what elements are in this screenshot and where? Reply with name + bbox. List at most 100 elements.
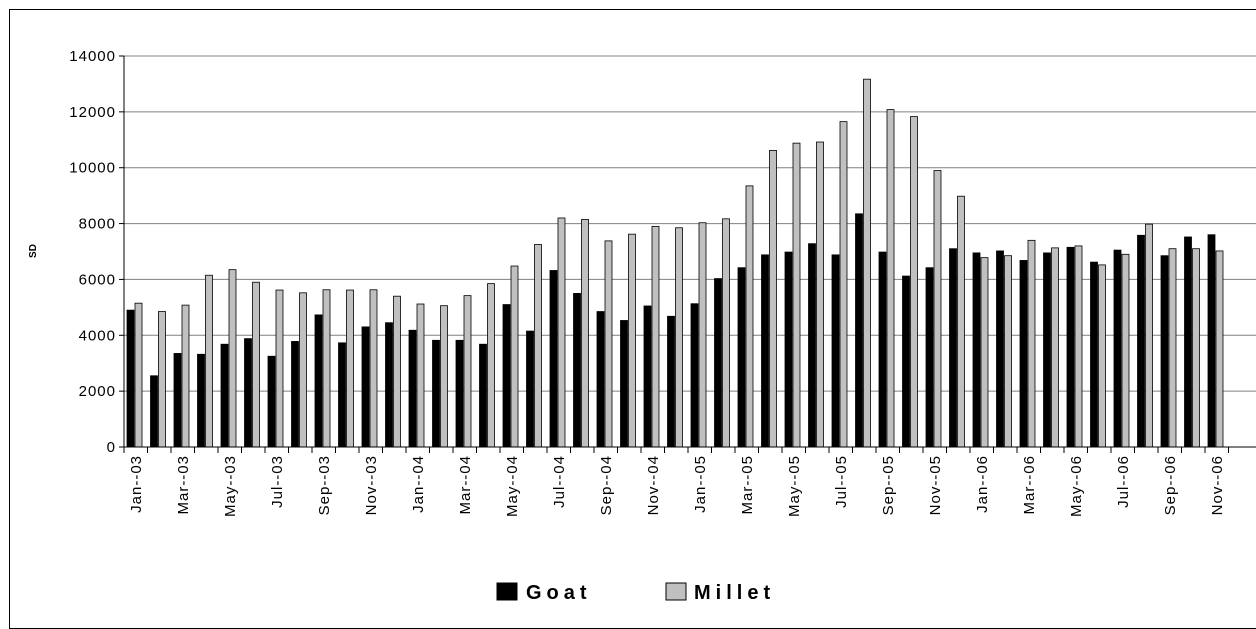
x-tick-label: Nov--06: [1209, 455, 1226, 515]
bar-goat: [1113, 249, 1122, 448]
bar-goat: [972, 252, 981, 448]
bar-goat: [902, 275, 910, 448]
bar-goat: [1184, 236, 1192, 448]
bar-millet: [1027, 239, 1036, 448]
bar-goat: [761, 254, 769, 448]
bar-millet: [839, 121, 848, 448]
y-tick-label: 4000: [79, 327, 116, 344]
bar-goat: [831, 254, 840, 448]
bar-goat: [878, 251, 887, 448]
y-tick-label: 10000: [69, 160, 116, 177]
x-tick-label: Nov--03: [363, 455, 380, 515]
y-tick-label: 2000: [79, 383, 116, 400]
x-tick-label: Sep--04: [598, 455, 615, 515]
axes: [123, 56, 1256, 448]
bar-goat: [455, 339, 464, 448]
bar-millet: [722, 218, 730, 448]
bar-millet: [1004, 255, 1012, 448]
y-tick-label: 8000: [79, 216, 116, 233]
bar-millet: [205, 274, 213, 448]
bar-goat: [737, 267, 746, 448]
bar-millet: [1145, 223, 1153, 448]
legend-swatch-millet: [665, 582, 687, 601]
bar-millet: [393, 295, 401, 448]
bar-goat: [526, 330, 534, 448]
bar-goat: [502, 304, 511, 448]
x-tick-label: May--04: [504, 455, 521, 517]
bar-goat: [925, 267, 934, 448]
x-tick-label: Jan--04: [410, 455, 427, 513]
bar-millet: [628, 233, 636, 448]
bar-goat: [667, 315, 675, 448]
y-tick-label: 6000: [79, 271, 116, 288]
bar-millet: [675, 227, 683, 448]
bar-millet: [886, 109, 895, 448]
bar-millet: [769, 149, 777, 448]
bar-millet: [487, 283, 495, 448]
bar-millet: [346, 289, 354, 448]
bar-goat: [1137, 234, 1145, 448]
bar-millet: [1215, 250, 1224, 448]
bar-millet: [581, 218, 589, 448]
bar-goat: [385, 322, 393, 448]
bar-millet: [651, 225, 660, 448]
x-tick-label: May--06: [1068, 455, 1085, 517]
x-tick-label: Jan--03: [128, 455, 145, 513]
x-tick-label: Mar--05: [739, 455, 756, 515]
x-tick-label: Sep--05: [880, 455, 897, 515]
bar-millet: [158, 311, 166, 448]
bar-millet: [957, 195, 965, 448]
bar-goat: [714, 278, 722, 448]
bars: [126, 78, 1224, 448]
bar-goat: [173, 353, 182, 448]
bar-millet: [604, 240, 613, 448]
bar-millet: [275, 289, 284, 448]
bar-millet: [534, 244, 542, 448]
x-tick-label: Jan--05: [692, 455, 709, 513]
bar-millet: [322, 289, 331, 448]
bar-millet: [745, 185, 754, 448]
bar-goat: [620, 320, 628, 448]
bar-goat: [1066, 246, 1075, 448]
bar-goat: [949, 248, 957, 448]
x-ticks: Jan--03 Mar--03 May--03 Jul--03 Sep--03 Nov--…: [123, 447, 1229, 517]
x-tick-label: May--03: [222, 455, 239, 517]
x-tick-label: Mar--04: [457, 455, 474, 515]
x-tick-label: Jul--04: [551, 455, 568, 508]
bar-goat: [643, 305, 652, 448]
y-tick-label: 12000: [69, 104, 116, 121]
bar-millet: [369, 289, 378, 448]
bar-goat: [150, 375, 158, 448]
bar-goat: [244, 338, 252, 448]
bar-goat: [596, 311, 605, 448]
x-tick-label: Sep--03: [316, 455, 333, 515]
bar-millet: [252, 281, 260, 448]
bar-goat: [573, 292, 581, 448]
bar-goat: [408, 329, 417, 448]
bar-millet: [134, 302, 143, 448]
bar-goat: [220, 343, 229, 448]
bar-millet: [933, 170, 942, 448]
bar-goat: [996, 250, 1004, 448]
bar-goat: [338, 342, 346, 448]
bar-goat: [690, 303, 699, 448]
bar-millet: [863, 78, 871, 448]
bar-goat: [855, 213, 863, 448]
x-tick-label: Nov--04: [645, 455, 662, 515]
bar-millet: [980, 257, 989, 448]
bar-millet: [1098, 264, 1106, 448]
bar-goat: [1160, 255, 1169, 448]
bar-millet: [228, 269, 237, 448]
x-tick-label: Mar--06: [1021, 455, 1038, 515]
bar-millet: [416, 303, 425, 448]
bar-millet: [463, 295, 472, 448]
bar-goat: [291, 341, 299, 448]
legend-label-goat: Goat: [526, 582, 592, 604]
bar-goat: [314, 314, 323, 448]
bar-goat: [1207, 234, 1216, 448]
x-tick-label: Jul--06: [1115, 455, 1132, 508]
x-tick-label: Jul--03: [269, 455, 286, 508]
bar-millet: [181, 304, 190, 448]
bar-goat: [432, 339, 440, 448]
